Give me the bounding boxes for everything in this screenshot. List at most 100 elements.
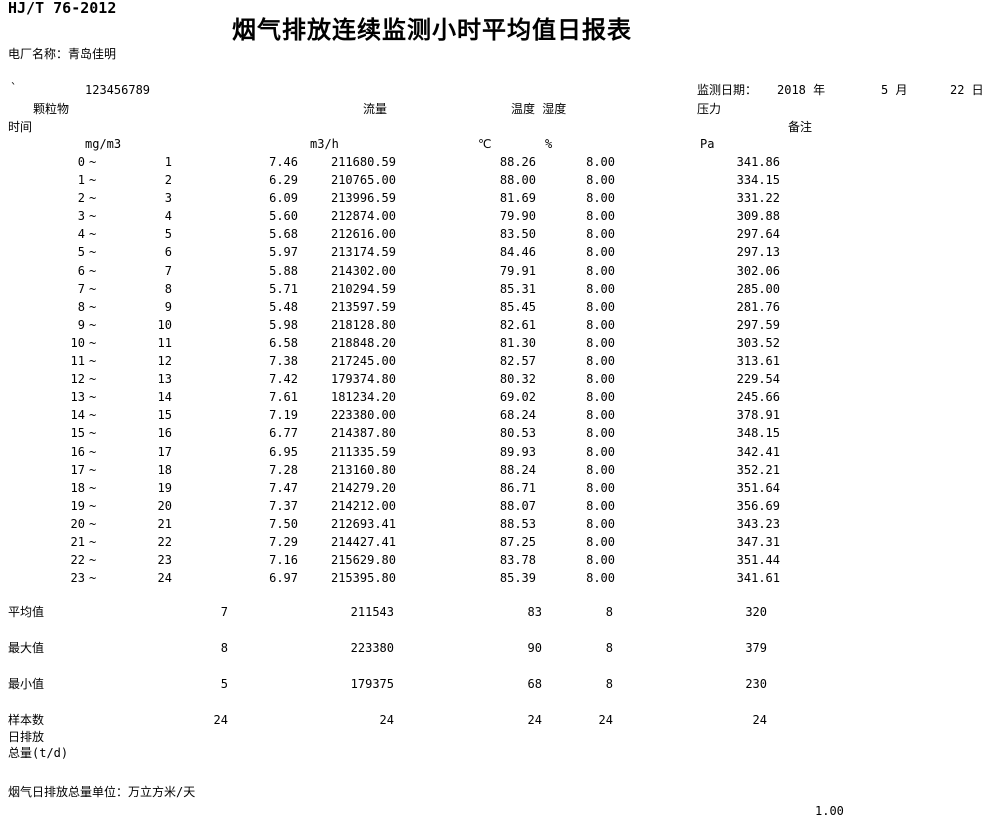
cell-humidity: 8.00 <box>586 444 615 459</box>
cell-hour-to: 19 <box>157 480 172 495</box>
cell-particulate: 7.29 <box>269 534 298 549</box>
summary-value-flow: 211543 <box>350 605 394 619</box>
cell-temperature: 86.71 <box>499 480 536 495</box>
cell-particulate: 6.95 <box>269 444 298 459</box>
cell-hour-tilde: ~ <box>89 317 97 332</box>
cell-temperature: 88.00 <box>499 173 536 188</box>
cell-particulate: 7.50 <box>269 516 298 531</box>
cell-hour-to: 6 <box>164 245 172 260</box>
summary-value-humidity: 24 <box>598 713 613 727</box>
table-row: 5 ~ 6 5.97 213174.59 84.46 8.00 297.13 <box>0 243 987 261</box>
cell-hour-tilde: ~ <box>89 498 97 513</box>
unit-humidity: % <box>545 137 553 151</box>
col-header-time: 时间 <box>8 120 33 134</box>
cell-flow: 211335.59 <box>330 444 396 459</box>
cell-flow: 213174.59 <box>330 245 396 260</box>
cell-particulate: 5.68 <box>269 227 298 242</box>
summary-value-humidity: 8 <box>605 677 613 691</box>
table-row: 11 ~ 12 7.38 217245.00 82.57 8.00 313.61 <box>0 352 987 370</box>
summary-value-humidity: 8 <box>605 641 613 655</box>
cell-particulate: 5.48 <box>269 299 298 314</box>
cell-hour-to: 23 <box>157 553 172 568</box>
cell-pressure: 348.15 <box>736 426 780 441</box>
cell-hour-from: 12 <box>70 372 85 387</box>
cell-temperature: 84.46 <box>499 245 536 260</box>
summary-label: 最小值 <box>8 677 45 691</box>
cell-particulate: 7.38 <box>269 354 298 369</box>
cell-temperature: 83.50 <box>499 227 536 242</box>
cell-hour-tilde: ~ <box>89 354 97 369</box>
cell-humidity: 8.00 <box>586 335 615 350</box>
summary-value-humidity: 8 <box>605 605 613 619</box>
summary-value-flow: 24 <box>379 713 394 727</box>
cell-hour-to: 9 <box>164 299 172 314</box>
unit-flow: m3/h <box>310 137 339 151</box>
cell-hour-from: 11 <box>70 354 85 369</box>
cell-humidity: 8.00 <box>586 553 615 568</box>
summary-value-particulate: 7 <box>220 605 228 619</box>
unit-temperature: ℃ <box>478 137 492 151</box>
table-row: 20 ~ 21 7.50 212693.41 88.53 8.00 343.23 <box>0 515 987 533</box>
cell-flow: 212693.41 <box>330 516 396 531</box>
table-row: 21 ~ 22 7.29 214427.41 87.25 8.00 347.31 <box>0 533 987 551</box>
tick-mark: ` <box>10 81 18 95</box>
summary-value-particulate: 24 <box>213 713 228 727</box>
cell-pressure: 356.69 <box>736 498 780 513</box>
cell-particulate: 6.77 <box>269 426 298 441</box>
summary-row: 样本数 24 24 24 24 24 <box>0 714 987 750</box>
summary-label: 样本数 <box>8 713 45 727</box>
cell-hour-tilde: ~ <box>89 462 97 477</box>
cell-hour-from: 16 <box>70 444 85 459</box>
cell-hour-to: 21 <box>157 516 172 531</box>
cell-hour-tilde: ~ <box>89 426 97 441</box>
cell-humidity: 8.00 <box>586 191 615 206</box>
col-header-remark: 备注 <box>788 120 813 134</box>
cell-hour-from: 21 <box>70 534 85 549</box>
monitor-date-label: 监测日期： <box>697 83 758 97</box>
cell-hour-from: 5 <box>77 245 85 260</box>
cell-temperature: 85.45 <box>499 299 536 314</box>
cell-particulate: 7.42 <box>269 372 298 387</box>
cell-humidity: 8.00 <box>586 571 615 586</box>
table-row: 14 ~ 15 7.19 223380.00 68.24 8.00 378.91 <box>0 406 987 424</box>
table-row: 10 ~ 11 6.58 218848.20 81.30 8.00 303.52 <box>0 334 987 352</box>
table-row: 16 ~ 17 6.95 211335.59 89.93 8.00 342.41 <box>0 443 987 461</box>
cell-particulate: 5.60 <box>269 209 298 224</box>
cell-pressure: 342.41 <box>736 444 780 459</box>
cell-humidity: 8.00 <box>586 317 615 332</box>
cell-pressure: 297.59 <box>736 317 780 332</box>
cell-hour-tilde: ~ <box>89 155 97 169</box>
cell-hour-from: 23 <box>70 571 85 586</box>
cell-hour-to: 8 <box>164 281 172 296</box>
cell-pressure: 331.22 <box>736 191 780 206</box>
cell-particulate: 7.61 <box>269 390 298 405</box>
cell-humidity: 8.00 <box>586 155 615 169</box>
cell-humidity: 8.00 <box>586 534 615 549</box>
cell-humidity: 8.00 <box>586 408 615 423</box>
cell-hour-to: 5 <box>164 227 172 242</box>
daily-emission-label-line2: 总量(t/d) <box>8 746 69 760</box>
plant-name-value: 青岛佳明 <box>68 47 117 61</box>
cell-humidity: 8.00 <box>586 299 615 314</box>
cell-hour-from: 4 <box>77 227 85 242</box>
cell-hour-tilde: ~ <box>89 227 97 242</box>
summary-value-pressure: 320 <box>745 605 767 619</box>
cell-pressure: 334.15 <box>736 173 780 188</box>
cell-hour-to: 20 <box>157 498 172 513</box>
table-row: 3 ~ 4 5.60 212874.00 79.90 8.00 309.88 <box>0 207 987 225</box>
cell-humidity: 8.00 <box>586 227 615 242</box>
cell-particulate: 6.09 <box>269 191 298 206</box>
cell-hour-to: 15 <box>157 408 172 423</box>
cell-temperature: 83.78 <box>499 553 536 568</box>
cell-flow: 213597.59 <box>330 299 396 314</box>
cell-particulate: 7.16 <box>269 553 298 568</box>
cell-hour-from: 6 <box>77 263 85 278</box>
cell-hour-from: 1 <box>77 173 85 188</box>
cell-temperature: 80.32 <box>499 372 536 387</box>
table-row: 13 ~ 14 7.61 181234.20 69.02 8.00 245.66 <box>0 388 987 406</box>
cell-hour-from: 7 <box>77 281 85 296</box>
monitor-date-month: 5 月 <box>881 83 908 97</box>
cell-hour-tilde: ~ <box>89 191 97 206</box>
cell-hour-tilde: ~ <box>89 390 97 405</box>
cell-temperature: 79.91 <box>499 263 536 278</box>
